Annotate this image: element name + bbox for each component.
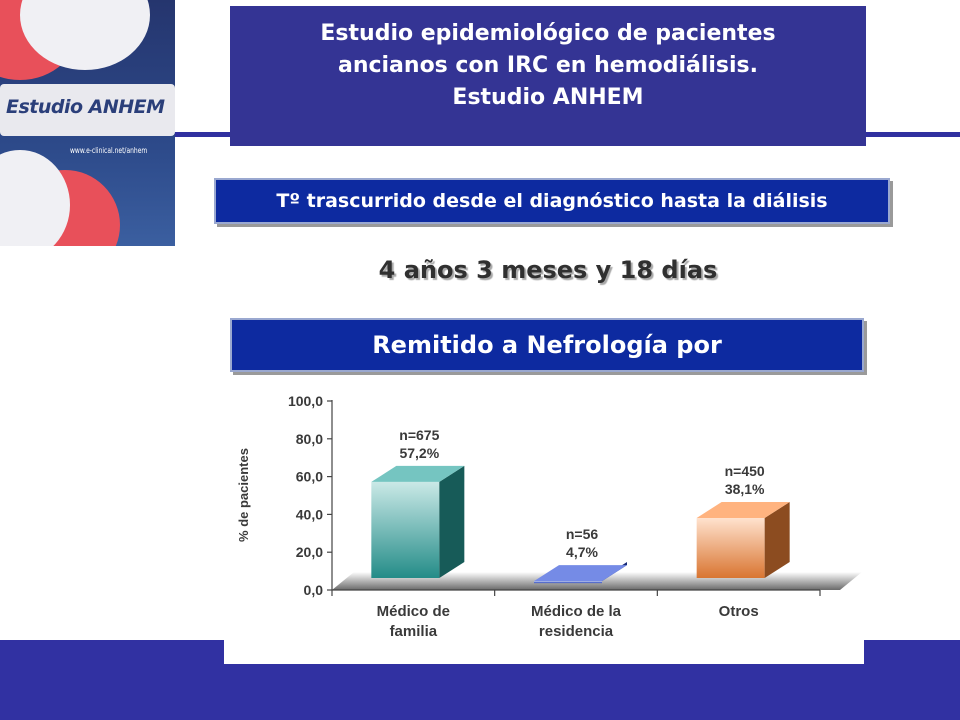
y-axis-label: % de pacientes [236,448,251,542]
x-tick-label: Médico de [377,603,450,620]
x-tick-label: familia [390,623,438,640]
y-tick-label: 60,0 [296,469,323,485]
x-tick-label: residencia [539,623,614,640]
chart-panel-bottom [224,640,864,664]
x-tick-label: Otros [719,603,759,620]
data-label-percent: 38,1% [725,481,765,497]
bar-top [696,501,790,518]
bar-front [371,481,440,578]
chart-panel: % de pacientes 100,0 80,0 60,0 40,0 20,0 0,0 n=… [224,382,864,664]
referral-header: Remitido a Nefrología por [230,318,864,372]
data-label-count: n=56 [566,526,599,542]
data-label-count: n=450 [725,463,765,479]
logo-title: Estudio ANHEM [6,96,165,118]
bar-side [764,501,790,578]
y-tick-label: 40,0 [296,506,323,522]
estudio-anhem-logo: Estudio ANHEM www.e-clinical.net/anhem [0,0,175,246]
data-label-percent: 57,2% [399,445,439,461]
data-label-percent: 4,7% [566,544,598,560]
y-tick-label: 80,0 [296,431,323,447]
bar-front [696,517,765,578]
referral-bar-chart: % de pacientes 100,0 80,0 60,0 40,0 20,0 0,0 n=… [236,393,862,640]
bar-side [439,465,465,578]
y-tick-label: 100,0 [288,393,323,409]
logo-url: www.e-clinical.net/anhem [70,146,148,155]
title-line-1: Estudio epidemiológico de pacientes [320,21,776,46]
time-to-dialysis-header: Tº trascurrido desde el diagnóstico hast… [214,178,890,224]
title-line-2: ancianos con IRC en hemodiálisis. [337,53,759,78]
x-tick-label: Médico de la [531,603,622,620]
title-line-3: Estudio ANHEM [452,85,644,110]
y-tick-label: 0,0 [304,582,324,598]
time-to-dialysis-value: 4 años 3 meses y 18 días [378,256,718,284]
bar-front [534,581,602,584]
y-tick-label: 20,0 [296,544,323,560]
data-label-count: n=675 [399,427,439,443]
title-box: Estudio epidemiológico de pacientes anci… [230,6,866,146]
bar-top [371,465,465,482]
bar-top [534,565,627,582]
